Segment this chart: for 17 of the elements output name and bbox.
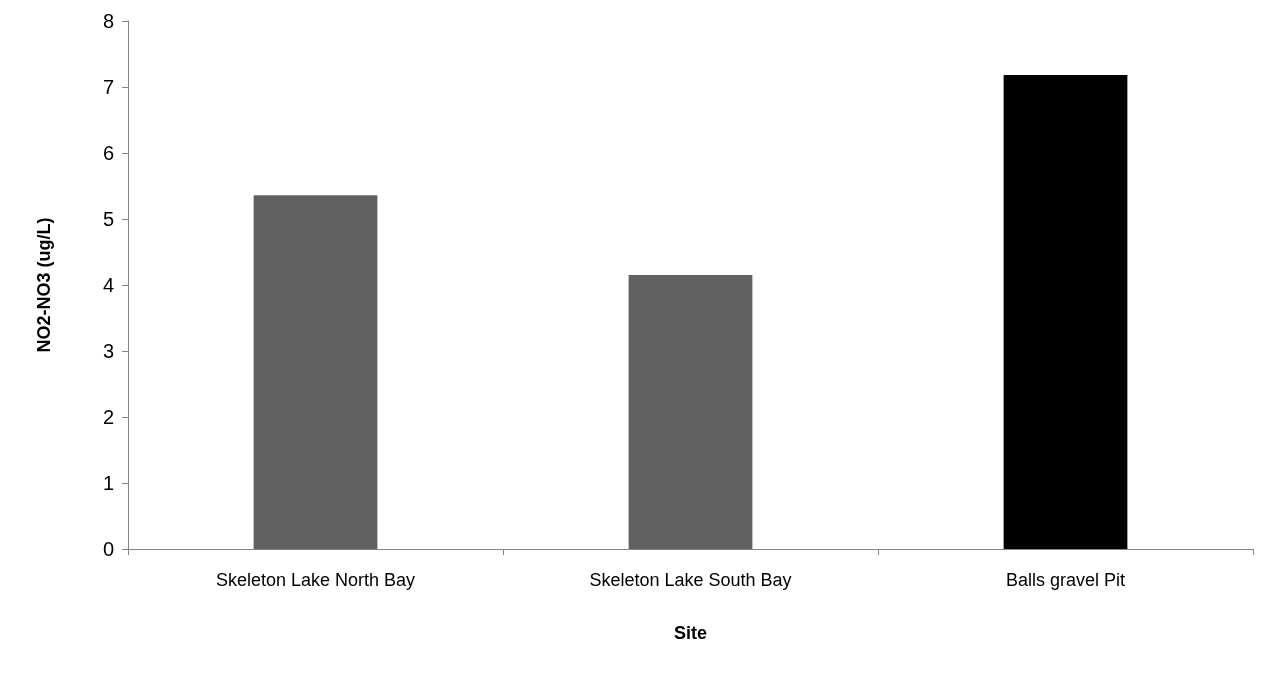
bar (1003, 75, 1128, 549)
x-tick-label: Skeleton Lake South Bay (589, 570, 792, 590)
bar (628, 275, 753, 549)
y-tick-label: 3 (102, 340, 114, 362)
y-tick-label: 8 (102, 10, 114, 32)
y-tick-label: 5 (102, 208, 114, 230)
x-axis-title: Site (673, 623, 708, 643)
y-tick-label: 4 (102, 274, 114, 296)
y-tick-label: 1 (102, 472, 114, 494)
y-tick-label: 0 (102, 538, 114, 560)
bar (253, 195, 378, 549)
x-tick-label: Balls gravel Pit (1005, 570, 1126, 590)
y-tick-label: 2 (102, 406, 114, 428)
y-tick-label: 6 (102, 142, 114, 164)
x-tick-label: Skeleton Lake North Bay (215, 570, 416, 590)
y-tick-label: 7 (102, 76, 114, 98)
y-axis-title: NO2-NO3 (ug/L) (34, 217, 54, 353)
